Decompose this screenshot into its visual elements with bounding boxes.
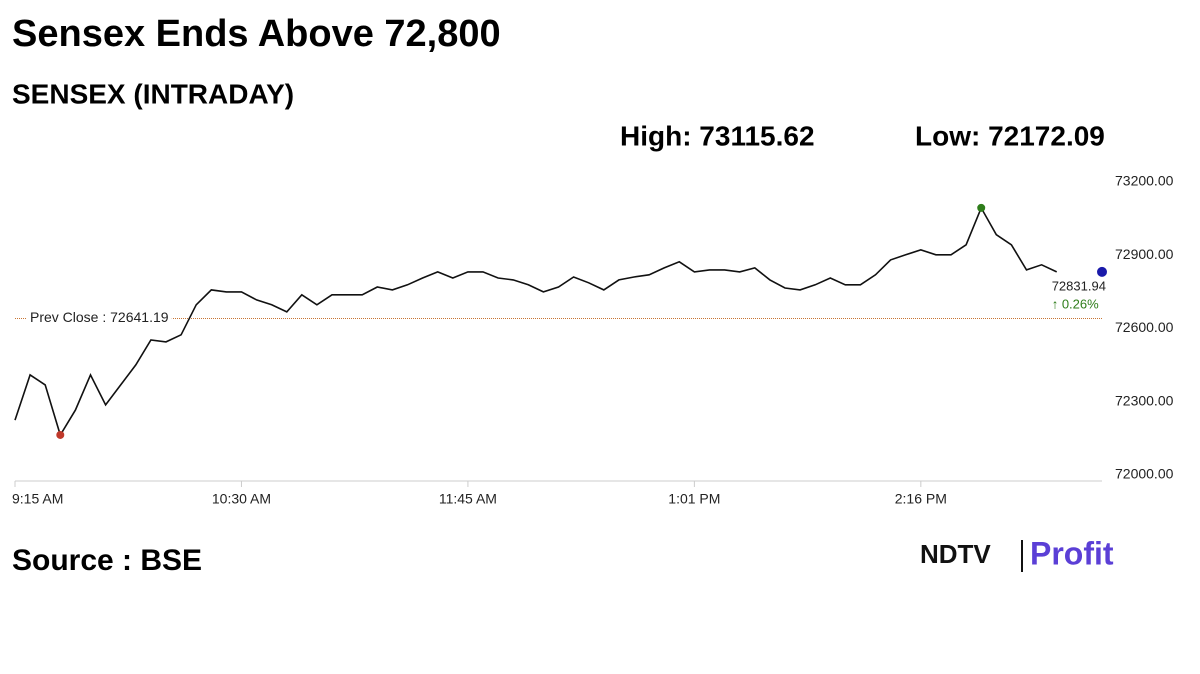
chart-title: Sensex Ends Above 72,800 [12,13,501,55]
x-tick-label: 1:01 PM [668,491,720,507]
x-tick-label: 2:16 PM [895,491,947,507]
x-tick-label: 9:15 AM [12,491,63,507]
change-value: ↑ 0.26% [1052,296,1099,311]
price-line [14,206,1058,437]
prev-close-label: Prev Close : 72641.19 [30,309,169,325]
y-tick-label: 72000.00 [1115,466,1174,482]
source: Source : BSE [12,544,202,577]
low-label: Low: 72172.09 [915,120,1105,151]
y-tick-label: 72300.00 [1115,392,1174,408]
logo-profit: Profit [1030,535,1114,571]
prev-close-label-bg [27,309,172,326]
last-value: 72831.94 [1052,278,1106,293]
y-tick-label: 73200.00 [1115,173,1174,189]
y-tick-label: 72900.00 [1115,246,1174,262]
x-tick-label: 10:30 AM [212,491,271,507]
chart-subtitle: SENSEX (INTRADAY) [12,78,294,109]
end-marker [1097,266,1107,277]
logo-ndtv: NDTV [920,539,991,569]
high-label: High: 73115.62 [620,120,815,151]
y-tick-label: 72600.00 [1115,319,1174,335]
x-tick-label: 11:45 AM [439,491,497,507]
high-marker [977,203,986,212]
low-marker [56,430,65,439]
